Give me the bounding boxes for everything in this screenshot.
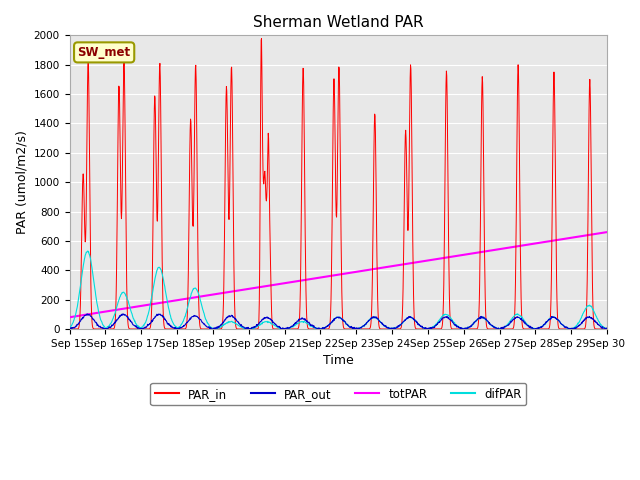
Title: Sherman Wetland PAR: Sherman Wetland PAR — [253, 15, 424, 30]
Text: SW_met: SW_met — [77, 46, 131, 59]
Y-axis label: PAR (umol/m2/s): PAR (umol/m2/s) — [15, 130, 28, 234]
X-axis label: Time: Time — [323, 354, 354, 367]
Legend: PAR_in, PAR_out, totPAR, difPAR: PAR_in, PAR_out, totPAR, difPAR — [150, 383, 526, 405]
